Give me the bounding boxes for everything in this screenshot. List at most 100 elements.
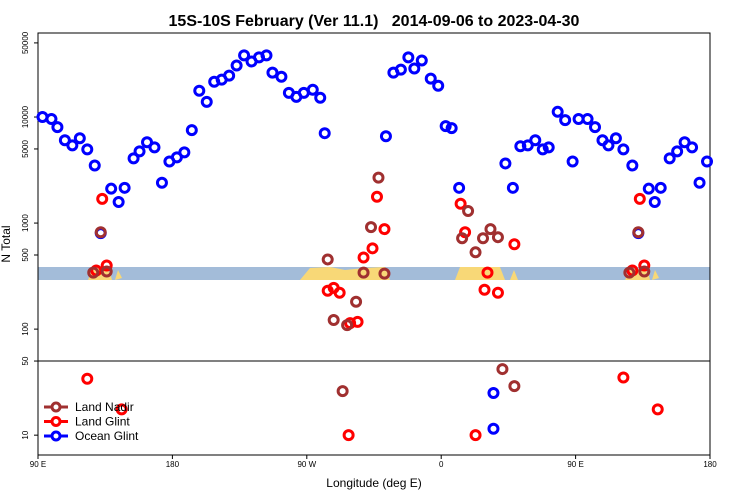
point — [487, 422, 500, 435]
point — [408, 62, 421, 75]
point — [100, 265, 113, 278]
x-tick-label: 180 — [166, 460, 180, 469]
point — [314, 91, 327, 104]
plot-frame — [37, 32, 711, 456]
x-axis-title: Longitude (deg E) — [326, 476, 421, 490]
point — [306, 83, 319, 96]
point — [66, 139, 79, 152]
point — [508, 238, 521, 251]
point — [275, 70, 288, 83]
point — [626, 159, 639, 172]
x-tick-label: 180 — [703, 460, 717, 469]
point — [506, 181, 519, 194]
land-patch — [510, 270, 518, 280]
point — [648, 196, 661, 209]
point — [155, 176, 168, 189]
point — [318, 127, 331, 140]
point — [148, 141, 161, 154]
point — [623, 266, 636, 279]
point — [51, 121, 64, 134]
point — [341, 319, 354, 332]
point — [112, 196, 125, 209]
point — [424, 72, 437, 85]
point — [663, 152, 676, 165]
point — [370, 190, 383, 203]
point — [81, 372, 94, 385]
point — [617, 371, 630, 384]
point — [342, 429, 355, 442]
point — [357, 251, 370, 264]
point — [478, 283, 491, 296]
point — [453, 181, 466, 194]
point — [266, 66, 279, 79]
y-tick-label: 50 — [21, 356, 30, 365]
chart-title: 15S-10S February (Ver 11.1) 2014-09-06 t… — [169, 13, 580, 30]
point — [321, 253, 334, 266]
point — [602, 139, 615, 152]
point — [336, 385, 349, 398]
point — [365, 221, 378, 234]
map-strip — [38, 267, 710, 280]
point — [638, 265, 651, 278]
legend-symbol — [50, 416, 62, 427]
point — [379, 130, 392, 143]
point — [462, 204, 475, 217]
point — [432, 79, 445, 92]
point — [542, 141, 555, 154]
y-axis-title: N Total — [0, 225, 13, 262]
point — [333, 286, 346, 299]
legend-symbol — [50, 401, 62, 413]
point — [133, 145, 146, 158]
point — [238, 49, 251, 62]
point — [445, 122, 458, 135]
point — [87, 266, 100, 279]
series — [87, 171, 651, 398]
point — [402, 51, 415, 64]
point — [327, 313, 340, 326]
point — [654, 181, 667, 194]
point — [609, 132, 622, 145]
point — [178, 146, 191, 159]
point — [357, 266, 370, 279]
point — [642, 182, 655, 195]
point — [100, 259, 113, 272]
y-tick-label: 100 — [21, 322, 30, 336]
point — [372, 171, 385, 184]
point — [88, 159, 101, 172]
point — [529, 134, 542, 147]
x-tick-label: 90 E — [567, 460, 583, 469]
point — [193, 84, 206, 97]
point — [378, 267, 391, 280]
point — [230, 59, 243, 72]
land-patch — [115, 270, 122, 280]
legend-label: Land Nadir — [75, 400, 134, 414]
point — [487, 386, 500, 399]
point — [566, 155, 579, 168]
point — [481, 266, 494, 279]
point — [632, 226, 645, 239]
point — [456, 232, 469, 245]
point — [477, 232, 490, 245]
point — [94, 226, 107, 239]
point — [686, 141, 699, 154]
point — [223, 69, 236, 82]
x-tick-label: 90 W — [297, 460, 316, 469]
x-tick-label: 0 — [439, 460, 444, 469]
point — [633, 192, 646, 205]
point — [469, 429, 482, 442]
point — [491, 286, 504, 299]
point — [638, 259, 651, 272]
point — [81, 143, 94, 156]
point — [454, 197, 467, 210]
y-tick-label: 5000 — [21, 140, 30, 158]
y-tick-label: 1000 — [21, 214, 30, 232]
point — [200, 95, 213, 108]
x-tick-label: 90 E — [30, 460, 46, 469]
point — [496, 363, 509, 376]
point — [415, 54, 428, 67]
point — [366, 242, 379, 255]
point — [73, 132, 86, 145]
y-tick-label: 50000 — [21, 31, 30, 54]
point — [581, 113, 594, 126]
